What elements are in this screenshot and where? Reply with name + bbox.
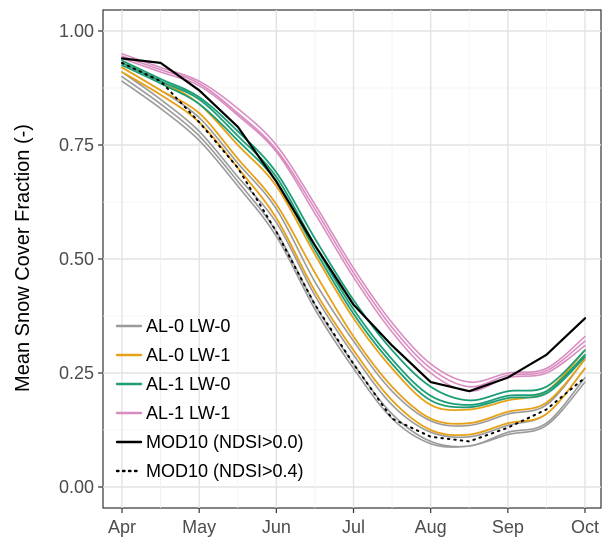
series-line-al-1-lw-0-7 [121,62,586,406]
legend-label: AL-0 LW-0 [146,316,230,336]
series-line-mod10-ndsi-0-4-14 [121,61,586,443]
series-line-al-0-lw-0-2 [121,71,586,439]
legend-label: AL-0 LW-1 [146,345,230,365]
axes: 0.00 0.25 0.50 0.75 1.00 Apr May Jun Jul Aug Sep Oc… [59,21,599,537]
legend-label: MOD10 (NDSI>0.4) [146,461,304,481]
series-line-al-1-lw-0-9 [121,59,586,402]
series-line-al-1-lw-0-8 [121,64,586,409]
series-line-al-0-lw-0-1 [121,80,586,448]
grid [103,10,601,508]
x-tick-label: Apr [108,517,136,537]
x-tick-label: Oct [571,517,599,537]
x-tick-label: Sep [492,517,524,537]
y-tick-label: 0.00 [59,477,94,497]
legend-label: AL-1 LW-1 [146,403,230,423]
y-tick-label: 0.75 [59,135,94,155]
series-line-al-1-lw-1-11 [121,55,586,388]
x-tick-label: May [182,517,216,537]
y-tick-label: 0.25 [59,363,94,383]
legend: AL-0 LW-0 AL-0 LW-1 AL-1 LW-0 AL-1 LW-1 MOD1… [115,316,304,481]
legend-label: MOD10 (NDSI>0.0) [146,432,304,452]
x-tick-label: Aug [415,517,447,537]
series-layer [120,53,587,448]
x-tick-label: Jun [262,517,291,537]
legend-label: AL-1 LW-0 [146,374,230,394]
series-line-al-0-lw-1-5 [121,66,586,425]
y-tick-label: 1.00 [59,21,94,41]
y-tick-label: 0.50 [59,249,94,269]
series-line-al-0-lw-0-3 [121,66,586,427]
series-line-mod10-ndsi-0-0-13 [120,57,587,393]
x-tick-label: Jul [342,517,365,537]
series-line-al-1-lw-1-10 [121,53,586,384]
y-axis-title: Mean Snow Cover Fraction (-) [12,124,34,392]
